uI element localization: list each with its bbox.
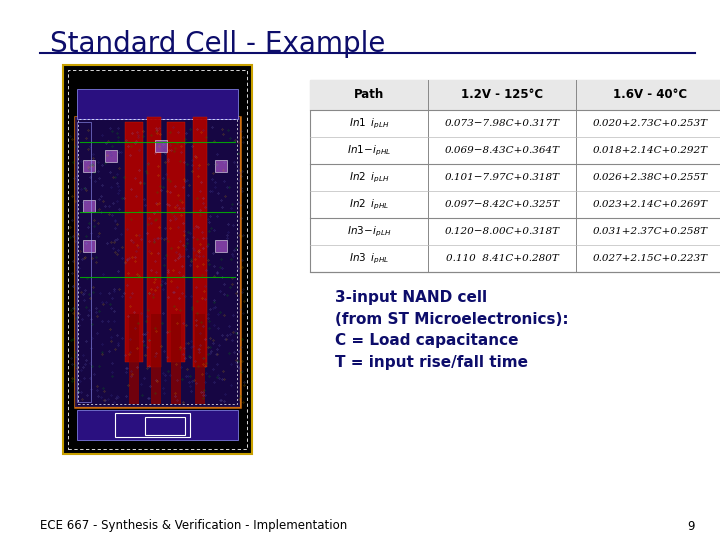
Bar [145, 417, 185, 435]
Bar [147, 117, 161, 367]
Bar [125, 122, 143, 362]
Bar [310, 80, 720, 272]
Bar [155, 140, 167, 152]
Text: 9: 9 [688, 519, 695, 532]
Text: 0.069−8.43C+0.364T: 0.069−8.43C+0.364T [444, 146, 559, 155]
Text: 0.101−7.97C+0.318T: 0.101−7.97C+0.318T [444, 173, 559, 182]
Text: $\mathit{In}3\!-\!i_{\mathit{pLH}}$: $\mathit{In}3\!-\!i_{\mathit{pLH}}$ [347, 224, 391, 239]
Bar [105, 150, 117, 162]
Bar [193, 117, 207, 367]
Bar [195, 314, 205, 404]
Text: 0.020+2.73C+0.253T: 0.020+2.73C+0.253T [593, 119, 708, 128]
Bar [171, 314, 181, 404]
Text: 0.023+2.14C+0.269T: 0.023+2.14C+0.269T [593, 200, 708, 209]
Bar [77, 89, 238, 119]
Bar [78, 119, 237, 404]
Bar [167, 122, 185, 362]
Text: $\mathit{In}2 \;\; i_{\mathit{pHL}}$: $\mathit{In}2 \;\; i_{\mathit{pHL}}$ [348, 197, 390, 212]
Bar [215, 240, 227, 252]
Text: $\mathit{In}1\!-\!i_{\mathit{pHL}}$: $\mathit{In}1\!-\!i_{\mathit{pHL}}$ [347, 143, 391, 158]
Bar [63, 65, 252, 454]
Bar [129, 314, 139, 404]
Bar [310, 80, 720, 110]
Text: 1.6V - 40°C: 1.6V - 40°C [613, 89, 687, 102]
Bar [75, 117, 240, 407]
Bar [77, 410, 238, 440]
Bar [77, 122, 91, 402]
Bar [75, 117, 240, 407]
Text: $\mathit{In}1 \;\; i_{\mathit{pLH}}$: $\mathit{In}1 \;\; i_{\mathit{pLH}}$ [348, 116, 390, 131]
Text: Path: Path [354, 89, 384, 102]
Text: Standard Cell - Example: Standard Cell - Example [50, 30, 385, 58]
Bar [151, 314, 161, 404]
Text: 0.018+2.14C+0.292T: 0.018+2.14C+0.292T [593, 146, 708, 155]
Bar [65, 67, 250, 452]
Bar [115, 413, 190, 437]
Bar [83, 240, 95, 252]
Bar [83, 200, 95, 212]
Text: 0.120−8.00C+0.318T: 0.120−8.00C+0.318T [444, 227, 559, 236]
Bar [215, 160, 227, 172]
Text: 0.031+2.37C+0.258T: 0.031+2.37C+0.258T [593, 227, 708, 236]
Text: 3-input NAND cell
(from ST Microelectronics):
C = Load capacitance
T = input ris: 3-input NAND cell (from ST Microelectron… [335, 290, 569, 370]
Bar [83, 160, 95, 172]
Text: 0.027+2.15C+0.223T: 0.027+2.15C+0.223T [593, 254, 708, 263]
Text: 0.026+2.38C+0.255T: 0.026+2.38C+0.255T [593, 173, 708, 182]
Bar [68, 70, 247, 449]
Text: 0.097−8.42C+0.325T: 0.097−8.42C+0.325T [444, 200, 559, 209]
Text: ECE 667 - Synthesis & Verification - Implementation: ECE 667 - Synthesis & Verification - Imp… [40, 519, 347, 532]
Text: 0.110  8.41C+0.280T: 0.110 8.41C+0.280T [446, 254, 559, 263]
Text: $\mathit{In}2 \;\; i_{\mathit{pLH}}$: $\mathit{In}2 \;\; i_{\mathit{pLH}}$ [348, 170, 390, 185]
Text: $\mathit{In}3 \;\; i_{\mathit{pHL}}$: $\mathit{In}3 \;\; i_{\mathit{pHL}}$ [348, 251, 390, 266]
Text: 0.073−7.98C+0.317T: 0.073−7.98C+0.317T [444, 119, 559, 128]
Text: 1.2V - 125°C: 1.2V - 125°C [461, 89, 543, 102]
